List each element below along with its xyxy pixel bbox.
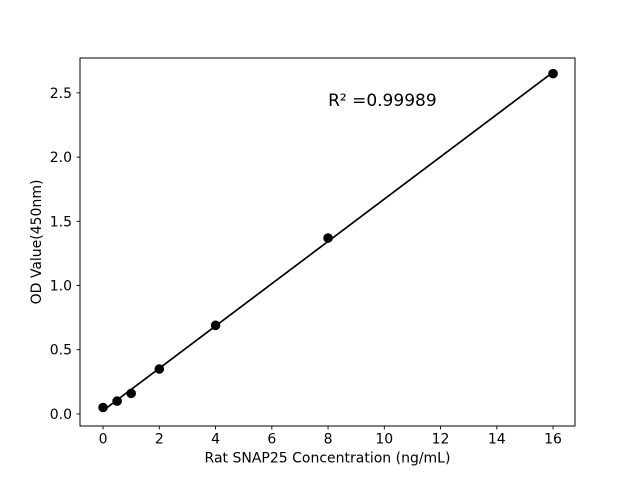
- x-tick-label: 2: [155, 432, 164, 448]
- data-point: [154, 364, 165, 374]
- y-tick-label: 1.0: [50, 279, 72, 295]
- r-squared-annotation: R² =0.99989: [328, 91, 437, 111]
- x-tick-label: 10: [375, 432, 393, 448]
- y-tick-label: 0.5: [50, 343, 72, 359]
- y-tick-label: 2.0: [50, 150, 72, 166]
- y-tick-label: 1.5: [50, 214, 72, 230]
- data-point: [210, 320, 221, 331]
- y-axis-label: OD Value(450nm): [29, 180, 45, 305]
- data-point: [98, 402, 108, 413]
- y-tick-label: 0.0: [50, 407, 72, 423]
- data-point: [126, 388, 136, 399]
- data-point: [323, 233, 333, 243]
- axis-ticks: 0 2 4 6 8 10 12 14 16 0.0 0.5 1.0 1.5 2.0 2.5: [50, 86, 562, 448]
- data-point: [548, 68, 558, 79]
- x-tick-label: 12: [432, 432, 450, 448]
- x-tick-label: 14: [488, 432, 506, 448]
- x-tick-label: 6: [267, 432, 276, 448]
- x-axis-label: Rat SNAP25 Concentration (ng/mL): [205, 451, 451, 467]
- x-tick-label: 4: [211, 432, 220, 448]
- x-tick-label: 16: [544, 432, 562, 448]
- x-tick-label: 0: [99, 432, 108, 448]
- data-point: [112, 396, 122, 406]
- data-series: [98, 68, 558, 413]
- plot-border: [79, 57, 576, 427]
- x-tick-label: 8: [324, 432, 333, 448]
- y-tick-label: 2.5: [50, 86, 72, 102]
